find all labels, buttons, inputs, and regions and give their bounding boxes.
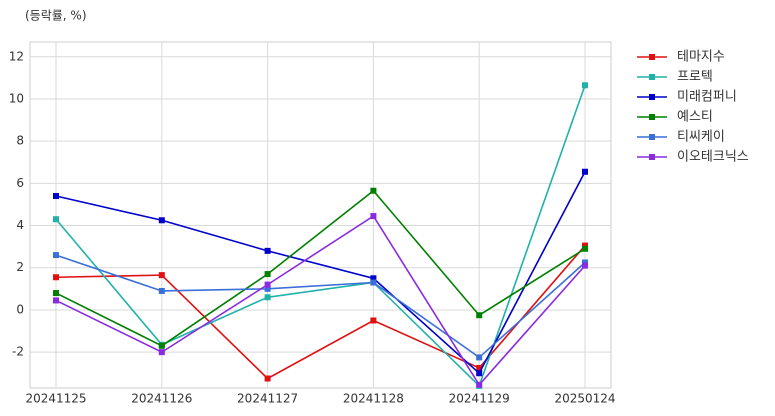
point-marker bbox=[53, 274, 59, 281]
point-marker bbox=[264, 375, 271, 382]
point-marker bbox=[158, 342, 165, 349]
y-tick-label: 2 bbox=[16, 260, 24, 274]
legend-label: 티씨케이 bbox=[677, 130, 725, 145]
point-marker bbox=[53, 216, 59, 223]
point-marker bbox=[582, 168, 588, 175]
point-marker bbox=[582, 262, 588, 269]
point-marker bbox=[264, 281, 271, 288]
series-line bbox=[55, 245, 586, 380]
series-line bbox=[55, 189, 586, 347]
point-marker bbox=[53, 193, 59, 200]
point-marker bbox=[476, 364, 483, 371]
y-tick-label: 10 bbox=[9, 91, 24, 105]
y-tick-label: 0 bbox=[16, 302, 24, 316]
point-marker bbox=[158, 287, 165, 294]
point-marker bbox=[370, 213, 377, 220]
legend-marker bbox=[649, 54, 655, 60]
point-marker bbox=[370, 187, 377, 194]
point-marker bbox=[370, 275, 377, 282]
point-marker bbox=[476, 354, 483, 361]
point-marker bbox=[582, 259, 588, 266]
point-marker bbox=[370, 279, 377, 286]
series-line bbox=[55, 84, 586, 388]
point-marker bbox=[53, 297, 59, 304]
x-tick-label: 20241125 bbox=[25, 392, 86, 406]
x-tick-label: 20241128 bbox=[343, 392, 404, 406]
y-tick-label: 12 bbox=[9, 49, 24, 63]
point-marker bbox=[264, 247, 271, 254]
x-tick-label: 20241127 bbox=[237, 392, 298, 406]
y-tick-label: 8 bbox=[16, 134, 24, 148]
plot-frame bbox=[29, 41, 612, 389]
point-marker bbox=[476, 312, 483, 319]
legend-label: 이오테크닉스 bbox=[677, 150, 749, 165]
point-marker bbox=[158, 272, 165, 279]
point-marker bbox=[582, 82, 588, 89]
point-marker bbox=[582, 245, 588, 252]
point-marker bbox=[158, 217, 165, 224]
point-marker bbox=[476, 370, 483, 377]
y-tick-label: -2 bbox=[12, 345, 24, 359]
point-marker bbox=[264, 294, 271, 301]
x-tick-label: 20241129 bbox=[449, 392, 510, 406]
legend-marker bbox=[649, 154, 655, 160]
y-tick-label: 4 bbox=[16, 218, 24, 232]
legend-label: 테마지수 bbox=[677, 50, 725, 65]
legend-label: 미래컴퍼니 bbox=[677, 90, 737, 105]
legend-marker bbox=[649, 94, 655, 100]
point-marker bbox=[264, 271, 271, 278]
point-marker bbox=[264, 285, 271, 292]
legend-marker bbox=[649, 74, 655, 80]
legend-marker bbox=[649, 114, 655, 120]
point-marker bbox=[53, 290, 59, 297]
point-marker bbox=[370, 317, 377, 324]
y-tick-label: 6 bbox=[16, 176, 24, 190]
series-line bbox=[55, 214, 586, 387]
legend-label: 프로텍 bbox=[677, 70, 713, 85]
y-axis-label: (등락률, %) bbox=[25, 9, 87, 23]
point-marker bbox=[476, 381, 483, 388]
legend-marker bbox=[649, 134, 655, 140]
x-tick-label: 20250124 bbox=[554, 392, 615, 406]
series-line bbox=[55, 171, 586, 375]
series-line bbox=[55, 254, 586, 359]
point-marker bbox=[158, 349, 165, 356]
point-marker bbox=[53, 252, 59, 259]
point-marker bbox=[582, 242, 588, 249]
legend-label: 예스티 bbox=[677, 110, 713, 125]
x-tick-label: 20241126 bbox=[131, 392, 192, 406]
